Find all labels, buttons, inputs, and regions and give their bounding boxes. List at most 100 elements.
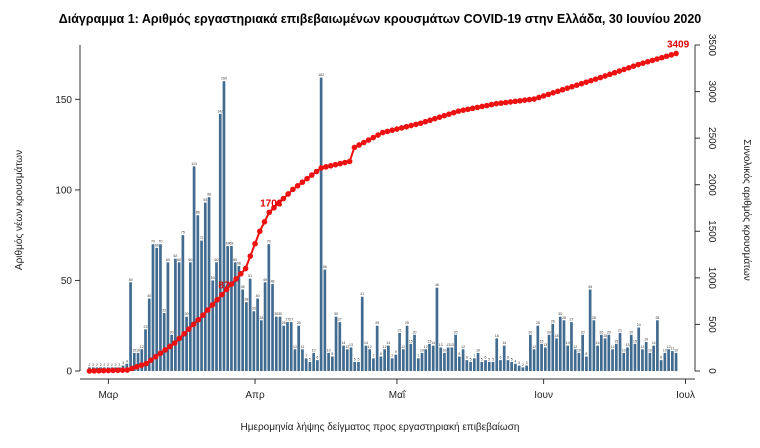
cumulative-marker xyxy=(346,158,353,165)
cumulative-marker xyxy=(318,165,325,171)
cumulative-marker xyxy=(214,296,220,303)
bar-new-cases xyxy=(230,246,233,371)
cumulative-marker xyxy=(559,86,566,93)
cumulative-marker xyxy=(640,60,646,66)
bar-new-cases xyxy=(588,289,592,371)
y-tick-right-label: 1000 xyxy=(706,267,717,290)
cumulative-marker xyxy=(256,228,263,235)
bar-data-label: 5 xyxy=(309,357,311,361)
bar-data-label: 25 xyxy=(405,321,409,325)
bar-new-cases xyxy=(159,244,162,371)
bar-data-label: 45 xyxy=(588,285,592,289)
cumulative-marker xyxy=(219,291,225,298)
bar-new-cases xyxy=(387,345,390,371)
chart-title: Διάγραμμα 1: Αριθμός εργαστηριακά επιβεβ… xyxy=(59,12,702,26)
cumulative-marker xyxy=(152,353,159,360)
x-tick-label: Μαΐ xyxy=(389,389,406,401)
cumulative-marker xyxy=(96,367,102,374)
bar-new-cases xyxy=(450,347,454,371)
bar-data-label: 12 xyxy=(300,345,304,349)
cumulative-marker xyxy=(635,61,642,68)
cumulative-marker xyxy=(517,97,523,104)
bar-new-cases xyxy=(203,202,207,371)
bar-new-cases xyxy=(495,338,499,371)
cumulative-marker xyxy=(342,159,348,166)
bar-data-label: 26 xyxy=(551,319,555,323)
y-tick-right-label: 2000 xyxy=(706,174,717,197)
bar-new-cases xyxy=(289,322,293,371)
x-axis-label: Ημερομηνία λήψης δείγματος προς εργαστηρ… xyxy=(241,421,520,433)
cumulative-marker xyxy=(124,367,131,373)
bar-data-label: 12 xyxy=(293,345,297,349)
cumulative-marker xyxy=(365,137,372,143)
bar-data-label: 5 xyxy=(470,357,472,361)
cumulative-marker xyxy=(455,108,462,114)
cumulative-marker xyxy=(332,161,339,168)
cumulative-marker xyxy=(417,120,424,127)
cumulative-marker xyxy=(171,340,178,346)
cumulative-marker xyxy=(261,219,268,225)
bar-new-cases xyxy=(439,347,443,371)
cumulative-marker xyxy=(375,132,381,138)
cumulative-marker xyxy=(209,302,216,308)
cumulative-marker xyxy=(280,195,287,202)
bar-new-cases xyxy=(409,343,413,371)
y-tick-left-label: 0 xyxy=(66,367,72,378)
bar-data-label: 27 xyxy=(338,318,342,322)
bar-data-label: 2 xyxy=(88,363,90,367)
bar-data-label: 6 xyxy=(466,356,468,360)
cumulative-marker xyxy=(555,88,561,95)
bar-data-label: 10 xyxy=(132,348,136,352)
bar-data-label: 10 xyxy=(648,348,652,352)
bar-new-cases xyxy=(521,367,525,371)
bar-data-label: 10 xyxy=(476,348,480,352)
cumulative-marker xyxy=(536,94,542,101)
cumulative-marker xyxy=(133,364,140,370)
bar-data-label: 5 xyxy=(481,357,483,361)
bar-new-cases xyxy=(633,343,637,371)
bar-data-label: 28 xyxy=(259,316,263,320)
bar-data-label: 6 xyxy=(316,356,318,360)
bar-new-cases xyxy=(629,334,633,371)
bar-new-cases xyxy=(327,352,330,371)
bar-new-cases xyxy=(510,361,514,371)
bar-new-cases xyxy=(480,361,484,371)
bar-new-cases xyxy=(529,334,532,371)
cumulative-marker xyxy=(379,129,386,136)
bar-data-label: 15 xyxy=(409,339,413,343)
bar-data-label: 10 xyxy=(577,348,581,352)
cumulative-marker xyxy=(644,58,651,65)
cumulative-marker xyxy=(299,179,306,186)
bar-new-cases xyxy=(562,320,566,371)
cumulative-marker xyxy=(607,71,613,78)
bar-new-cases xyxy=(316,360,319,371)
bar-data-label: 2 xyxy=(111,363,113,367)
cumulative-marker xyxy=(200,312,206,318)
bar-new-cases xyxy=(600,334,603,371)
bar-new-cases xyxy=(517,365,521,371)
y-tick-right-label: 3000 xyxy=(706,80,717,103)
bar-data-label: 12 xyxy=(345,345,349,349)
cumulative-marker xyxy=(389,127,396,134)
bar-new-cases xyxy=(543,347,547,371)
y-tick-right-label: 0 xyxy=(706,368,717,374)
bar-new-cases xyxy=(499,360,502,371)
bar-new-cases xyxy=(226,246,230,371)
bar-new-cases xyxy=(383,349,386,371)
cumulative-marker xyxy=(625,65,632,71)
bar-data-label: 28 xyxy=(592,316,596,320)
bar-data-label: 2 xyxy=(100,363,102,367)
cumulative-marker xyxy=(479,103,485,110)
cumulative-marker xyxy=(190,321,197,328)
bar-new-cases xyxy=(312,352,315,371)
bar-new-cases xyxy=(136,352,140,371)
cumulative-marker xyxy=(242,265,249,272)
bar-data-label: 2 xyxy=(115,363,117,367)
bar-new-cases xyxy=(405,325,409,371)
cumulative-marker xyxy=(502,99,509,106)
bar-data-label: 60 xyxy=(233,258,237,262)
cumulative-marker xyxy=(290,186,296,193)
cumulative-marker xyxy=(545,91,552,98)
bar-new-cases xyxy=(282,325,286,371)
bar-new-cases xyxy=(607,334,611,371)
